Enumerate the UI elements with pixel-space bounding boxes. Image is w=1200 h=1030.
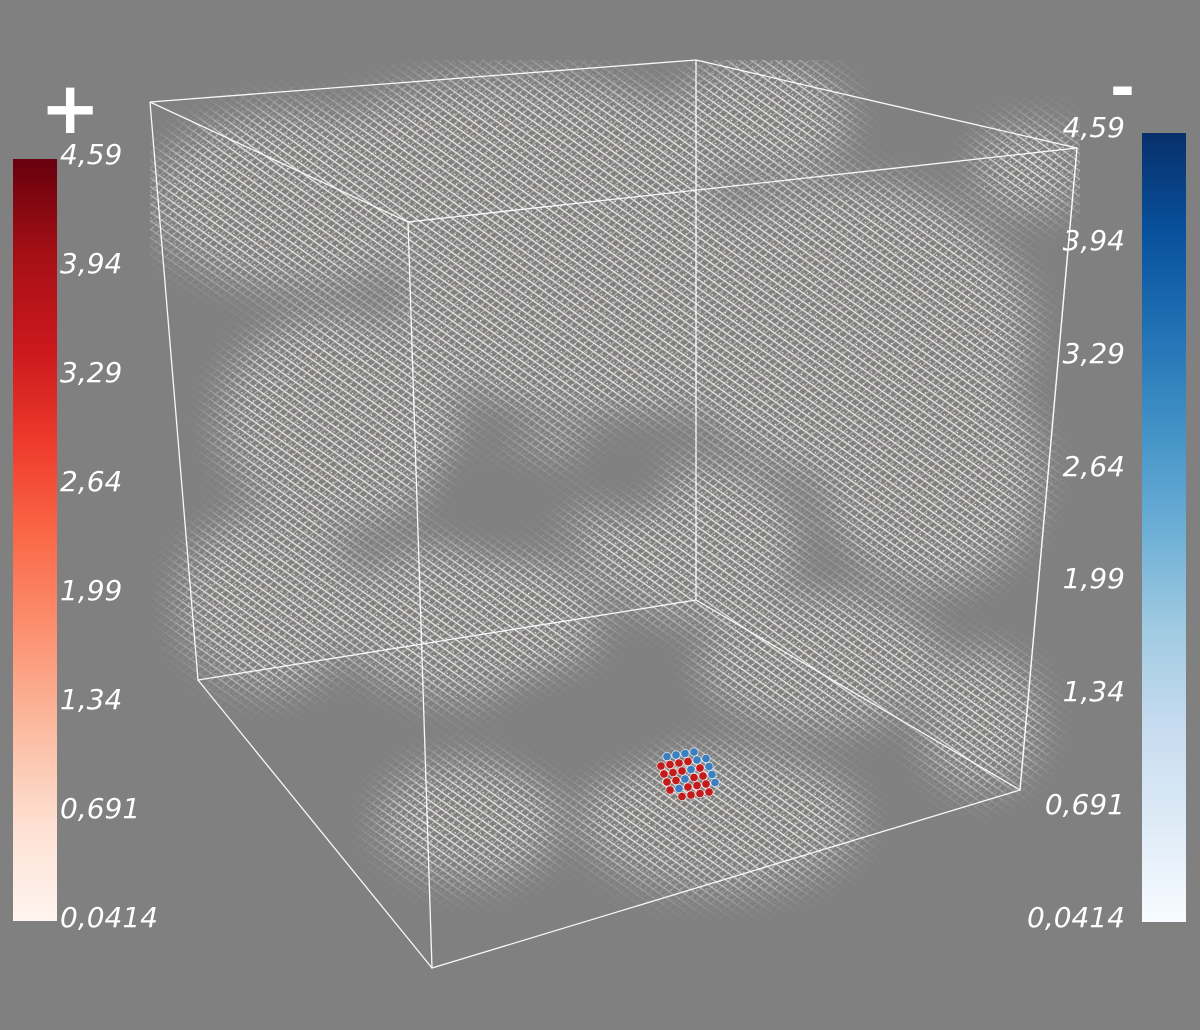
negative-tick-label: 2,64 (1062, 449, 1125, 483)
negative-tick-label: 1,99 (1062, 562, 1125, 596)
negative-vector-glyph (689, 747, 699, 757)
negative-tick-label: 1,34 (1062, 675, 1125, 709)
negative-tick-label: 4,59 (1062, 111, 1125, 144)
positive-vector-glyph (665, 785, 675, 795)
negative-tick-label: 0,0414 (1027, 901, 1125, 934)
positive-vector-glyph (683, 756, 693, 766)
positive-vector-glyph (704, 787, 714, 797)
positive-tick-label: 0,691 (60, 792, 141, 825)
positive-vector-glyph (659, 769, 669, 779)
positive-vector-glyph (677, 766, 687, 776)
positive-vector-glyph (695, 763, 705, 773)
positive-vector-glyph (689, 772, 699, 782)
positive-vector-glyph (686, 790, 696, 800)
positive-tick-label: 4,59 (60, 138, 123, 171)
negative-sign-label: - (1110, 53, 1135, 123)
positive-tick-label: 1,34 (60, 683, 123, 716)
bounding-box (149, 59, 1078, 969)
negative-tick-label: 3,94 (1062, 223, 1125, 257)
positive-vector-glyph (701, 779, 711, 789)
positive-vector-glyph (692, 780, 702, 790)
negative-vector-glyph (686, 764, 696, 774)
highlight-cluster (656, 747, 720, 801)
positive-vector-glyph (695, 788, 705, 798)
positive-vector-glyph (698, 771, 708, 781)
negative-vector-glyph (680, 774, 690, 784)
positive-vector-glyph (677, 791, 687, 801)
positive-tick-label: 0,0414 (60, 901, 158, 934)
negative-vector-glyph (704, 761, 714, 771)
positive-sign-label: + (40, 66, 101, 150)
negative-vector-glyph (671, 750, 681, 760)
negative-vector-glyph (701, 753, 711, 763)
positive-vector-glyph (674, 758, 684, 768)
negative-vector-glyph (692, 755, 702, 765)
positive-tick-label: 3,94 (60, 247, 123, 280)
negative-vector-glyph (662, 751, 672, 761)
negative-vector-glyph (707, 769, 717, 779)
negative-vector-glyph (710, 777, 720, 787)
positive-vector-glyph (671, 775, 681, 785)
positive-vector-glyph (665, 759, 675, 769)
negative-tick-label: 0,691 (1044, 788, 1125, 822)
glyph-field (150, 60, 1080, 980)
positive-vector-glyph (683, 782, 693, 792)
positive-tick-label: 2,64 (60, 465, 123, 498)
positive-tick-label: 1,99 (60, 574, 123, 607)
negative-vector-glyph (680, 748, 690, 758)
negative-colorbar (1142, 133, 1186, 922)
negative-vector-glyph (674, 783, 684, 793)
positive-vector-glyph (662, 777, 672, 787)
positive-vector-glyph (656, 761, 666, 771)
positive-tick-label: 3,29 (60, 356, 123, 389)
positive-colorbar (13, 159, 57, 921)
negative-tick-label: 3,29 (1062, 336, 1125, 370)
positive-vector-glyph (668, 767, 678, 777)
